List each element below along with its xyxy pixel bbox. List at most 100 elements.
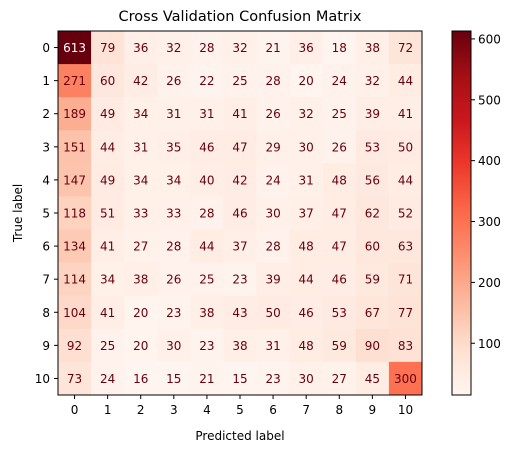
heatmap-cell <box>289 196 324 231</box>
y-tick-label: 6 <box>42 240 50 254</box>
heatmap-cell <box>58 196 92 231</box>
cell-value: 53 <box>365 140 380 154</box>
cell-value: 51 <box>100 207 115 221</box>
heatmap-cell <box>124 97 158 131</box>
heatmap-cell <box>322 196 357 231</box>
cell-labels: 613 79 36 32 28 32 21 36 18 38 72 271 60 42 26 22 25 28 20… <box>63 41 417 386</box>
cell-value: 34 <box>133 173 148 187</box>
cell-value: 29 <box>265 140 280 154</box>
heatmap-cell <box>388 295 423 330</box>
heatmap-cell <box>223 196 258 231</box>
cell-value: 31 <box>133 140 148 154</box>
cell-value: 46 <box>299 306 314 320</box>
heatmap-cell <box>124 130 158 164</box>
heatmap-cell <box>256 361 291 396</box>
heatmap-cell <box>223 361 258 396</box>
heatmap-cell <box>91 361 125 396</box>
heatmap-cell <box>355 130 390 164</box>
heatmap-cell <box>289 31 324 65</box>
heatmap-cell <box>289 328 324 363</box>
x-tick-label: 1 <box>104 403 112 417</box>
heatmap-cell <box>256 31 291 65</box>
heatmap-cell <box>388 130 423 164</box>
x-tick-label: 5 <box>236 403 244 417</box>
heatmap-cell <box>223 262 258 297</box>
cell-value: 271 <box>63 74 86 88</box>
heatmap-cell <box>91 31 125 65</box>
x-axis-ticks: 0 1 2 3 4 5 6 7 8 9 10 <box>71 395 413 417</box>
heatmap-cell <box>289 262 324 297</box>
heatmap-cell <box>256 130 291 164</box>
cell-value: 47 <box>332 240 347 254</box>
cell-value: 52 <box>398 207 413 221</box>
cell-value: 20 <box>133 339 148 353</box>
y-axis-ticks: 0 1 2 3 4 5 6 7 8 9 10 <box>35 41 58 386</box>
cell-value: 28 <box>265 74 280 88</box>
cell-value: 32 <box>166 41 181 55</box>
heatmap-cell <box>124 229 158 264</box>
y-tick-label: 3 <box>42 140 50 154</box>
heatmap-cell <box>223 328 258 363</box>
cell-value: 31 <box>299 173 314 187</box>
cell-value: 300 <box>394 372 417 386</box>
heatmap-cell <box>124 328 158 363</box>
cell-value: 21 <box>199 372 214 386</box>
cell-value: 62 <box>365 207 380 221</box>
cell-value: 21 <box>265 41 280 55</box>
heatmap-cell <box>355 163 390 197</box>
heatmap-cell <box>355 31 390 65</box>
heatmap-cell <box>256 64 291 98</box>
cell-value: 46 <box>332 273 347 287</box>
heatmap-cell <box>124 196 158 231</box>
heatmap-cell <box>223 229 258 264</box>
cell-value: 46 <box>199 140 214 154</box>
heatmap-cell <box>58 163 92 197</box>
heatmap-cell <box>322 262 357 297</box>
heatmap-cell <box>91 64 125 98</box>
heatmap-cell <box>58 97 92 131</box>
heatmap-cell <box>388 328 423 363</box>
colorbar-tick-label: 300 <box>478 215 501 229</box>
heatmap-cell <box>190 64 224 98</box>
heatmap-cell <box>322 163 357 197</box>
heatmap-cell <box>58 262 92 297</box>
heatmap-cell <box>190 229 224 264</box>
heatmap-cell <box>388 262 423 297</box>
cell-value: 26 <box>265 107 280 121</box>
cell-value: 38 <box>133 273 148 287</box>
cell-value: 34 <box>100 273 115 287</box>
cell-value: 20 <box>299 74 314 88</box>
heatmap-cell <box>190 361 224 396</box>
cell-value: 151 <box>63 140 86 154</box>
heatmap-cell <box>157 229 191 264</box>
colorbar-ticks: 100 200 300 400 500 600 <box>471 32 501 351</box>
cell-value: 147 <box>63 173 86 187</box>
y-tick-label: 0 <box>42 41 50 55</box>
y-tick-label: 8 <box>42 306 50 320</box>
x-tick-label: 3 <box>170 403 178 417</box>
heatmap-cell <box>190 163 224 197</box>
heatmap-cell <box>157 64 191 98</box>
cell-value: 28 <box>166 240 181 254</box>
cell-value: 38 <box>232 339 247 353</box>
cell-value: 59 <box>332 339 347 353</box>
cell-value: 71 <box>398 273 413 287</box>
cell-value: 47 <box>332 207 347 221</box>
cell-value: 23 <box>166 306 181 320</box>
cell-value: 30 <box>299 372 314 386</box>
cell-value: 20 <box>133 306 148 320</box>
heatmap-cell <box>157 163 191 197</box>
cell-value: 42 <box>232 173 247 187</box>
heatmap-cell <box>91 130 125 164</box>
cell-value: 25 <box>332 107 347 121</box>
cell-value: 79 <box>100 41 115 55</box>
heatmap-cell <box>355 262 390 297</box>
cell-value: 67 <box>365 306 380 320</box>
heatmap-cell <box>223 130 258 164</box>
cell-value: 24 <box>265 173 280 187</box>
heatmap-cell <box>157 262 191 297</box>
x-tick-label: 6 <box>269 403 277 417</box>
cell-value: 35 <box>166 140 181 154</box>
chart-title: Cross Validation Confusion Matrix <box>119 9 362 25</box>
